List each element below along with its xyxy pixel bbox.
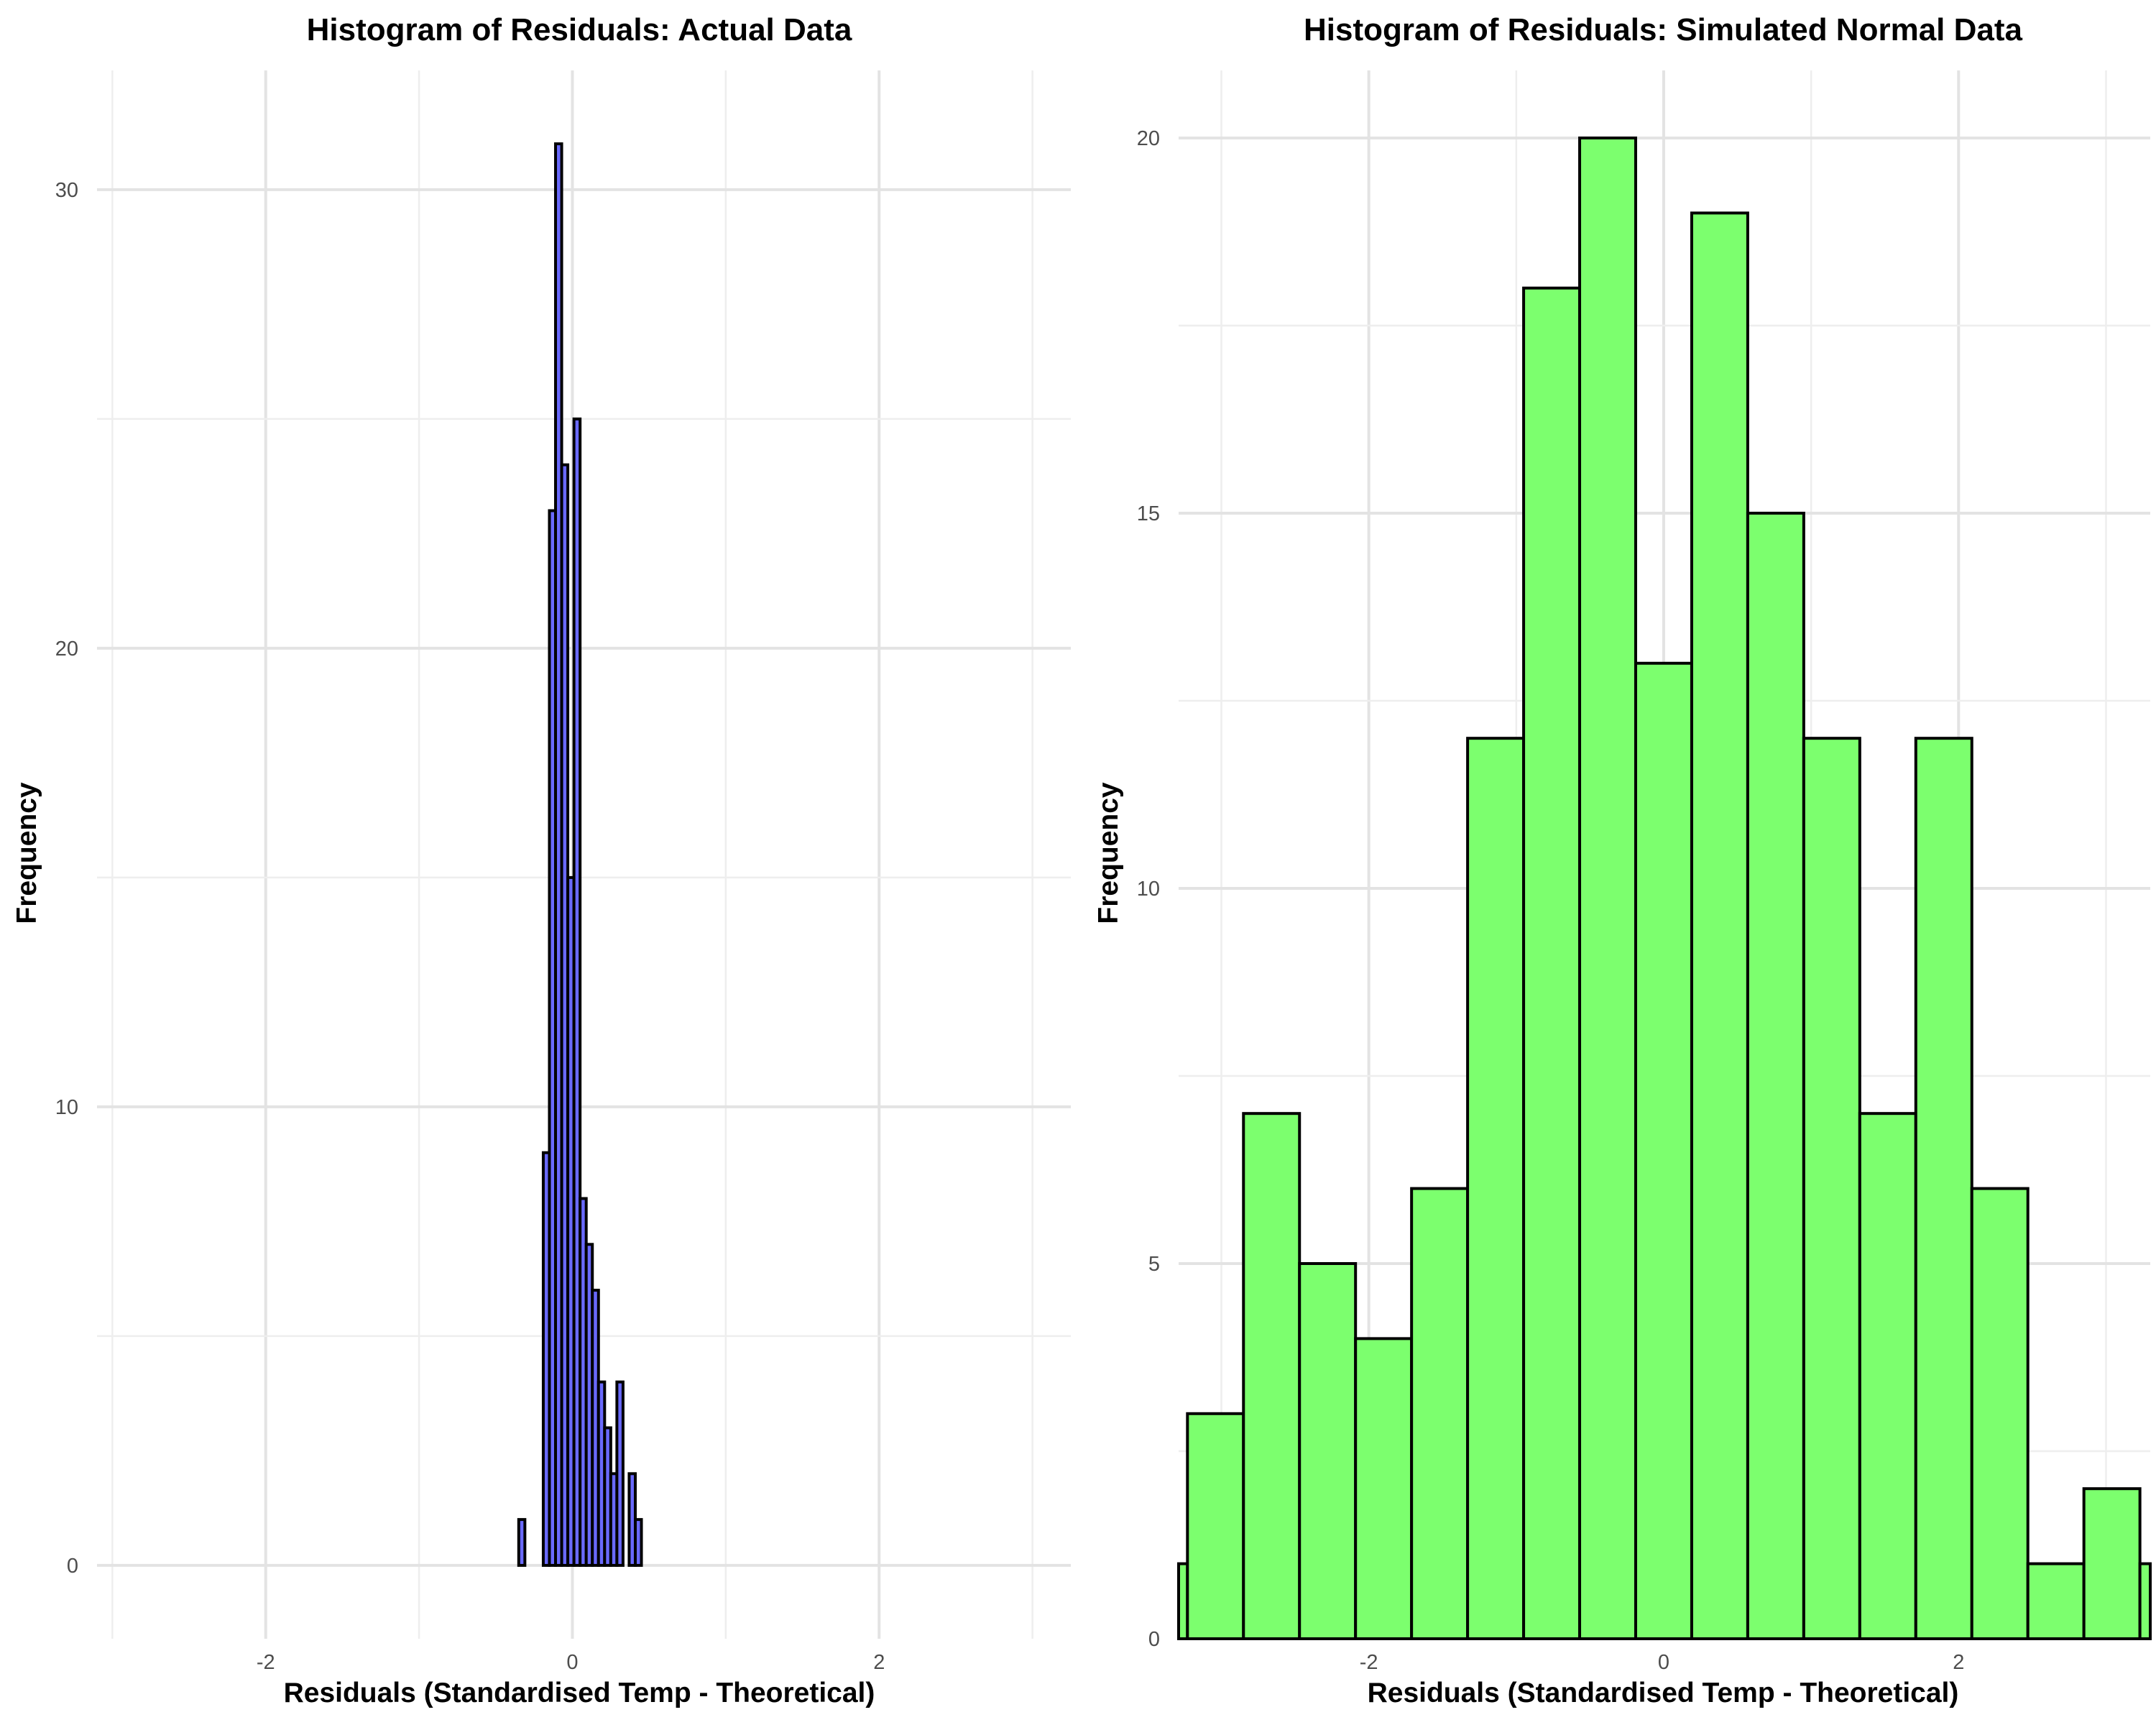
x-tick-label: 0 bbox=[1658, 1651, 1669, 1674]
histogram-bar-actual-9 bbox=[572, 417, 582, 1567]
histogram-bar-simulated-14 bbox=[1914, 737, 1973, 1640]
x-tick-label: -2 bbox=[257, 1651, 275, 1674]
y-tick-label: 20 bbox=[55, 638, 78, 661]
y-tick-labels-simulated: 0 5 10 15 20 bbox=[1137, 127, 1160, 1651]
y-tick-label: 0 bbox=[1148, 1628, 1160, 1651]
chart-title-actual: Histogram of Residuals: Actual Data bbox=[307, 12, 852, 47]
y-tick-label: 10 bbox=[55, 1096, 78, 1119]
y-axis-title-actual: Frequency bbox=[11, 782, 42, 924]
histogram-bar-simulated-1 bbox=[1186, 1412, 1245, 1641]
histogram-bar-actual-0 bbox=[517, 1518, 527, 1567]
histogram-bar-simulated-2 bbox=[1242, 1112, 1302, 1641]
x-tick-labels-simulated: -2 0 2 bbox=[1360, 1651, 1965, 1674]
histogram-bar-simulated-4 bbox=[1354, 1337, 1414, 1640]
x-tick-labels-actual: -2 0 2 bbox=[257, 1651, 885, 1674]
y-axis-title-simulated: Frequency bbox=[1093, 782, 1124, 924]
histogram-bar-simulated-10 bbox=[1690, 211, 1749, 1640]
gridlines-actual bbox=[97, 70, 1071, 1639]
histogram-bar-simulated-3 bbox=[1298, 1261, 1358, 1641]
x-axis-title-actual: Residuals (Standardised Temp - Theoretic… bbox=[284, 1678, 875, 1708]
histogram-bar-simulated-11 bbox=[1746, 511, 1805, 1640]
x-tick-label: -2 bbox=[1360, 1651, 1378, 1674]
y-tick-label: 0 bbox=[67, 1555, 78, 1578]
histogram-bar-simulated-16 bbox=[2026, 1562, 2086, 1641]
y-tick-label: 10 bbox=[1137, 878, 1160, 901]
y-tick-label: 5 bbox=[1148, 1253, 1160, 1276]
bars-simulated bbox=[1177, 136, 2152, 1641]
histogram-bar-actual-16 bbox=[615, 1380, 625, 1567]
x-tick-label: 2 bbox=[1953, 1651, 1964, 1674]
histogram-bar-simulated-9 bbox=[1634, 661, 1693, 1640]
histogram-bar-simulated-6 bbox=[1466, 737, 1526, 1640]
y-tick-label: 30 bbox=[55, 179, 78, 202]
histogram-bar-actual-19 bbox=[633, 1518, 643, 1567]
histogram-bar-simulated-15 bbox=[1970, 1187, 2030, 1640]
y-tick-label: 20 bbox=[1137, 127, 1160, 150]
x-tick-label: 0 bbox=[566, 1651, 578, 1674]
histogram-bar-simulated-7 bbox=[1522, 286, 1582, 1641]
histogram-bar-simulated-5 bbox=[1410, 1187, 1470, 1640]
bars-actual bbox=[517, 142, 643, 1567]
histogram-bar-simulated-18 bbox=[2138, 1562, 2152, 1641]
histogram-actual-panel: Histogram of Residuals: Actual Data -2 0 2… bbox=[11, 12, 1071, 1708]
chart-title-simulated: Histogram of Residuals: Simulated Normal… bbox=[1304, 12, 2023, 47]
histogram-bar-simulated-17 bbox=[2082, 1487, 2142, 1641]
x-axis-title-simulated: Residuals (Standardised Temp - Theoretic… bbox=[1368, 1678, 1959, 1708]
histogram-bar-simulated-12 bbox=[1802, 737, 1861, 1640]
y-tick-labels-actual: 0 10 20 30 bbox=[55, 179, 78, 1578]
histogram-bar-simulated-8 bbox=[1578, 136, 1637, 1641]
x-tick-label: 2 bbox=[873, 1651, 885, 1674]
histogram-simulated-panel: Histogram of Residuals: Simulated Normal… bbox=[1093, 12, 2152, 1708]
y-tick-label: 15 bbox=[1137, 502, 1160, 525]
histogram-bar-simulated-13 bbox=[1858, 1112, 1917, 1641]
